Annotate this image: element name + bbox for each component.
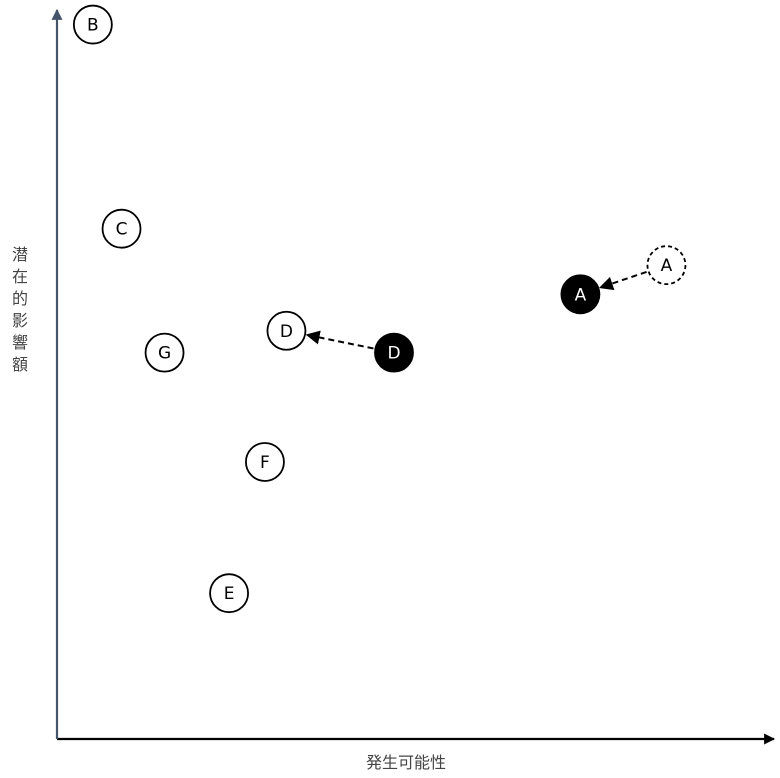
point-b-open: B bbox=[72, 4, 113, 45]
point-marker bbox=[560, 274, 601, 315]
y-axis-label: 潜在的影響額 bbox=[12, 245, 28, 374]
shift-arrow bbox=[598, 270, 647, 291]
point-d-open: D bbox=[266, 310, 307, 351]
x-axis-label: 発生可能性 bbox=[366, 753, 446, 772]
point-marker bbox=[72, 4, 113, 45]
point-label: D bbox=[387, 344, 400, 364]
point-f-open: F bbox=[245, 442, 285, 482]
point-g-open: G bbox=[144, 332, 185, 373]
point-marker bbox=[101, 208, 142, 249]
point-label: D bbox=[280, 322, 293, 342]
point-label: A bbox=[661, 256, 673, 276]
point-marker bbox=[266, 310, 307, 351]
point-marker bbox=[374, 332, 414, 373]
arrows-layer bbox=[305, 270, 647, 350]
point-marker bbox=[209, 573, 249, 614]
point-label: E bbox=[224, 584, 235, 604]
point-label: G bbox=[158, 344, 171, 364]
point-label: C bbox=[116, 220, 128, 240]
point-label: B bbox=[87, 16, 99, 36]
point-marker bbox=[144, 332, 185, 373]
point-c-open: C bbox=[101, 208, 142, 249]
point-a-dashed: A bbox=[646, 245, 687, 286]
point-e-open: E bbox=[209, 573, 249, 614]
point-marker bbox=[646, 245, 687, 286]
point-marker bbox=[245, 442, 285, 482]
point-a-filled: A bbox=[560, 274, 601, 315]
shift-arrow bbox=[305, 330, 374, 350]
points-layer: B C D G F E A A D bbox=[72, 4, 687, 614]
point-label: F bbox=[260, 453, 270, 473]
point-label: A bbox=[575, 285, 587, 305]
point-d-filled: D bbox=[374, 332, 414, 373]
